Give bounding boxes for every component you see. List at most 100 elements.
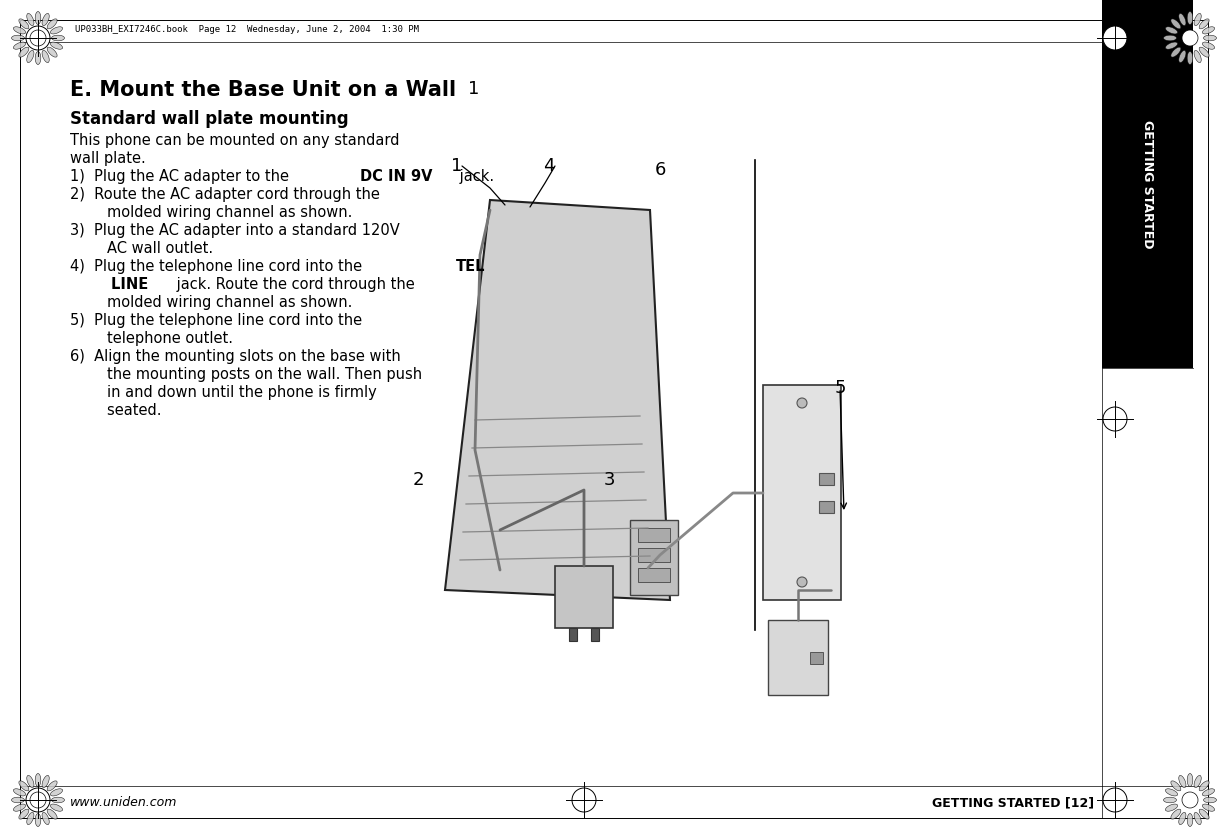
Text: This phone can be mounted on any standard: This phone can be mounted on any standar…: [70, 133, 399, 148]
Ellipse shape: [1194, 775, 1201, 788]
Text: 2: 2: [413, 471, 424, 489]
Circle shape: [1183, 792, 1199, 808]
Ellipse shape: [42, 13, 49, 26]
Ellipse shape: [11, 35, 25, 41]
Circle shape: [1103, 788, 1127, 812]
Ellipse shape: [1203, 35, 1217, 41]
Ellipse shape: [50, 27, 63, 34]
Circle shape: [1103, 26, 1127, 50]
Bar: [768, 620, 828, 695]
Ellipse shape: [50, 789, 63, 796]
Bar: [569, 628, 577, 641]
Ellipse shape: [1179, 13, 1186, 26]
Text: GETTING STARTED: GETTING STARTED: [1141, 120, 1154, 248]
Text: 3: 3: [603, 471, 615, 489]
Ellipse shape: [42, 775, 49, 788]
Text: in and down until the phone is firmly: in and down until the phone is firmly: [70, 385, 377, 400]
Bar: [591, 628, 599, 641]
Circle shape: [29, 30, 45, 46]
Ellipse shape: [36, 51, 41, 65]
Ellipse shape: [1170, 18, 1181, 28]
Ellipse shape: [1179, 50, 1186, 63]
Text: UP033BH_EXI7246C.book  Page 12  Wednesday, June 2, 2004  1:30 PM: UP033BH_EXI7246C.book Page 12 Wednesday,…: [75, 25, 419, 34]
Ellipse shape: [47, 810, 58, 820]
Ellipse shape: [52, 797, 65, 803]
Ellipse shape: [1202, 42, 1214, 49]
Ellipse shape: [14, 804, 26, 811]
Ellipse shape: [18, 47, 29, 57]
Text: E. Mount the Base Unit on a Wall: E. Mount the Base Unit on a Wall: [70, 80, 456, 100]
Circle shape: [797, 398, 807, 408]
Ellipse shape: [47, 18, 58, 28]
Text: TEL: TEL: [456, 259, 485, 274]
Ellipse shape: [1199, 47, 1210, 57]
Text: AC wall outlet.: AC wall outlet.: [70, 241, 214, 256]
Circle shape: [26, 788, 50, 812]
Ellipse shape: [1187, 773, 1192, 787]
Ellipse shape: [47, 47, 58, 57]
Text: 4: 4: [543, 157, 555, 175]
Ellipse shape: [27, 50, 34, 63]
Ellipse shape: [1170, 781, 1181, 791]
Ellipse shape: [1194, 50, 1201, 63]
Ellipse shape: [1165, 42, 1178, 49]
Ellipse shape: [42, 50, 49, 63]
Polygon shape: [445, 200, 670, 600]
Text: DC IN 9V: DC IN 9V: [361, 169, 433, 184]
Text: telephone outlet.: telephone outlet.: [70, 331, 233, 346]
Ellipse shape: [1163, 797, 1176, 803]
Ellipse shape: [1187, 814, 1192, 826]
Bar: [639, 548, 670, 562]
Ellipse shape: [27, 775, 34, 788]
Ellipse shape: [18, 18, 29, 28]
Ellipse shape: [1163, 35, 1176, 41]
Text: wall plate.: wall plate.: [70, 151, 146, 166]
Text: 5)  Plug the telephone line cord into the: 5) Plug the telephone line cord into the: [70, 313, 362, 328]
Ellipse shape: [1202, 27, 1214, 34]
Text: LINE: LINE: [70, 277, 149, 292]
Ellipse shape: [52, 35, 65, 41]
Ellipse shape: [11, 797, 25, 803]
Text: 1: 1: [468, 80, 479, 98]
Text: 6)  Align the mounting slots on the base with: 6) Align the mounting slots on the base …: [70, 349, 400, 364]
Text: molded wiring channel as shown.: molded wiring channel as shown.: [70, 205, 352, 220]
Text: 1)  Plug the AC adapter to the: 1) Plug the AC adapter to the: [70, 169, 293, 184]
Ellipse shape: [50, 42, 63, 49]
Ellipse shape: [50, 804, 63, 811]
Ellipse shape: [1199, 810, 1210, 820]
Text: www.uniden.com: www.uniden.com: [70, 796, 177, 810]
Bar: [555, 566, 613, 628]
Circle shape: [797, 577, 807, 587]
Text: jack.: jack.: [454, 169, 494, 184]
Bar: [639, 568, 670, 582]
Text: 5: 5: [834, 379, 846, 397]
Ellipse shape: [36, 773, 41, 787]
Text: 2)  Route the AC adapter cord through the: 2) Route the AC adapter cord through the: [70, 187, 379, 202]
Bar: [819, 473, 834, 485]
Text: 1: 1: [452, 157, 463, 175]
Circle shape: [1103, 407, 1127, 431]
Circle shape: [29, 792, 45, 808]
Ellipse shape: [36, 12, 41, 24]
Text: jack. Route the cord through the: jack. Route the cord through the: [172, 277, 414, 292]
Ellipse shape: [42, 812, 49, 825]
Bar: [639, 528, 670, 542]
Text: Standard wall plate mounting: Standard wall plate mounting: [70, 110, 349, 128]
Ellipse shape: [1170, 810, 1181, 820]
Ellipse shape: [27, 812, 34, 825]
Ellipse shape: [47, 781, 58, 791]
Ellipse shape: [1199, 781, 1210, 791]
Ellipse shape: [27, 13, 34, 26]
Ellipse shape: [18, 781, 29, 791]
Ellipse shape: [1187, 12, 1192, 24]
Ellipse shape: [1202, 789, 1214, 796]
Ellipse shape: [14, 42, 26, 49]
Ellipse shape: [1179, 775, 1186, 788]
Circle shape: [572, 788, 596, 812]
Ellipse shape: [1203, 797, 1217, 803]
Ellipse shape: [36, 814, 41, 826]
Ellipse shape: [1194, 13, 1201, 26]
Ellipse shape: [1170, 47, 1181, 57]
Ellipse shape: [1165, 27, 1178, 34]
Text: GETTING STARTED [12]: GETTING STARTED [12]: [932, 796, 1094, 810]
